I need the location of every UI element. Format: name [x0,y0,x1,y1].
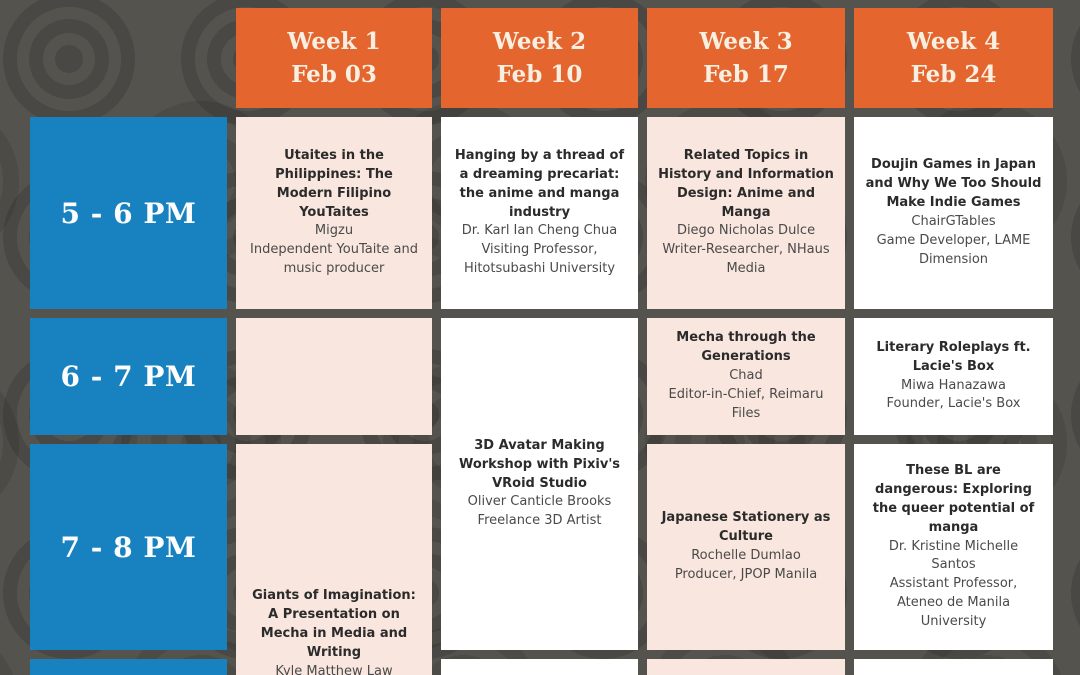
event-title: Doujin Games in Japan and Why We Too Sho… [865,157,1042,211]
event-role: Assistant Professor, Ateneo de Manila Un… [889,576,1018,629]
event-cell-week4-7pm: These BL are dangerous: Exploring the qu… [854,444,1053,650]
event-cell-week2-8pm-partial [441,659,638,675]
time-label: 6 - 7 PM [60,360,197,393]
event-speaker: Oliver Canticle Brooks [467,494,612,510]
week-label: Week 1 [287,27,381,55]
event-cell-week3-6pm: Mecha through the Generations Chad Edito… [647,318,845,435]
time-slot-5-6pm: 5 - 6 PM [30,117,227,309]
event-role: Editor-in-Chief, Reimaru Files [668,386,824,421]
week-date: Feb 03 [291,61,377,88]
time-label: 5 - 6 PM [60,196,197,230]
schedule-grid: Week 1 Feb 03 Week 2 Feb 10 Week 3 Feb 1… [30,8,1053,675]
event-role: Independent YouTaite and music producer [250,242,418,277]
event-cell-week4-8pm-partial [854,659,1053,675]
event-cell-week3-7pm: Japanese Stationery as Culture Rochelle … [647,444,845,650]
event-cell-week4-6pm: Literary Roleplays ft. Lacie's Box Miwa … [854,318,1053,435]
event-speaker: Migzu [314,223,354,239]
event-role: Game Developer, LAME Dimension [876,232,1031,267]
event-cell-week2-5pm: Hanging by a thread of a dreaming precar… [441,117,638,309]
week-date: Feb 10 [496,61,583,88]
event-speaker: Chad [729,368,763,384]
event-role: Founder, Lacie's Box [886,396,1021,412]
week-date: Feb 24 [910,61,997,88]
week-header-1: Week 1 Feb 03 [236,8,432,108]
event-cell-week1-5pm: Utaites in the Philippines: The Modern F… [236,117,432,309]
event-title: Literary Roleplays ft. Lacie's Box [876,339,1031,374]
event-cell-week3-8pm-partial [647,659,845,675]
event-title: Giants of Imagination: A Presentation on… [252,588,416,660]
event-speaker: Dr. Kristine Michelle Santos [888,538,1019,573]
event-speaker: Dr. Karl Ian Cheng Chua [461,223,618,239]
event-title: These BL are dangerous: Exploring the qu… [872,463,1035,535]
event-cell-week3-5pm: Related Topics in History and Informatio… [647,117,845,309]
event-speaker: Diego Nicholas Dulce [676,223,816,239]
event-speaker: Kyle Matthew Law [275,663,393,675]
week-label: Week 2 [492,27,587,55]
week-label: Week 4 [906,27,1001,55]
event-title: Hanging by a thread of a dreaming precar… [454,148,625,220]
time-slot-7-8pm: 7 - 8 PM [30,444,227,650]
event-cell-week2-6-8pm: 3D Avatar Making Workshop with Pixiv's V… [441,318,638,650]
time-label: 7 - 8 PM [60,530,197,564]
week-header-2: Week 2 Feb 10 [441,8,638,108]
event-title: Mecha through the Generations [676,330,816,365]
event-title: Related Topics in History and Informatio… [658,148,834,220]
event-speaker: Rochelle Dumlao [691,548,801,563]
event-role: Writer-Researcher, NHaus Media [662,242,830,277]
event-cell-week1-6pm-empty [236,318,432,435]
week-header-3: Week 3 Feb 17 [647,8,845,108]
time-slot-partial [30,659,227,675]
event-title: 3D Avatar Making Workshop with Pixiv's V… [458,437,621,491]
week-label: Week 3 [699,27,793,55]
event-cell-week1-7pm: Giants of Imagination: A Presentation on… [236,444,432,675]
event-role: Freelance 3D Artist [477,513,602,529]
week-header-4: Week 4 Feb 24 [854,8,1053,108]
time-slot-6-7pm: 6 - 7 PM [30,318,227,435]
event-title: Utaites in the Philippines: The Modern F… [275,148,393,220]
event-title: Japanese Stationery as Culture [661,510,831,545]
event-speaker: Miwa Hanazawa [901,377,1006,393]
event-role: Producer, JPOP Manila [674,566,818,582]
event-cell-week4-5pm: Doujin Games in Japan and Why We Too Sho… [854,117,1053,309]
event-speaker: ChairGTables [911,214,996,229]
week-date: Feb 17 [703,61,789,88]
event-role: Visiting Professor, Hitotsubashi Univers… [463,242,616,277]
